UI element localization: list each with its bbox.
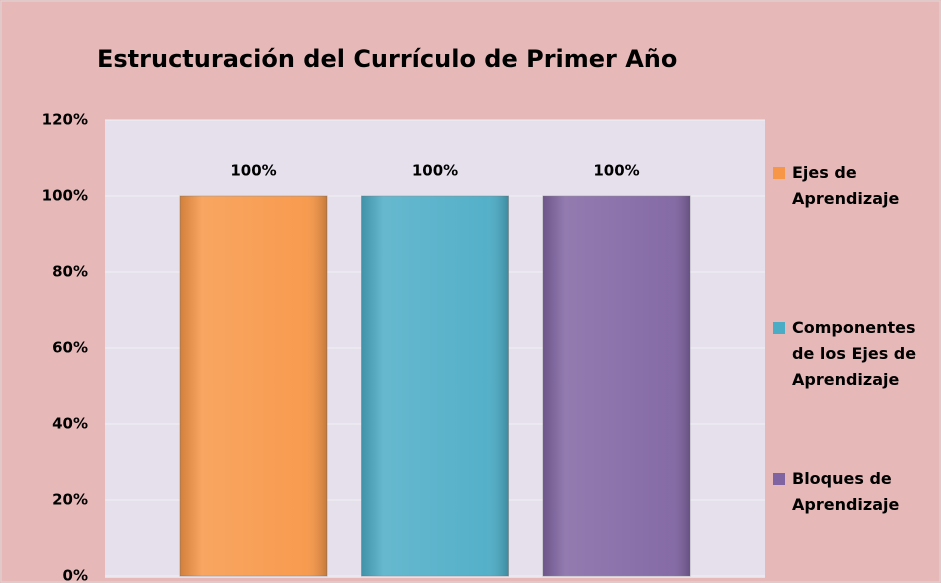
legend-label: Bloques de Aprendizaje <box>792 469 900 514</box>
legend-item: Ejes de Aprendizaje <box>773 160 933 212</box>
legend-item: Componentes de los Ejes de Aprendizaje <box>773 315 933 393</box>
y-tick-label: 120% <box>42 111 88 129</box>
data-label: 100% <box>230 162 276 180</box>
bar-shine <box>543 196 690 576</box>
data-label: 100% <box>412 162 458 180</box>
y-tick-label: 100% <box>42 187 88 205</box>
y-tick-label: 40% <box>52 415 88 433</box>
chart-title: Estructuración del Currículo de Primer A… <box>97 45 677 73</box>
y-tick-label: 20% <box>52 491 88 509</box>
bar-shine <box>180 196 327 576</box>
data-label: 100% <box>593 162 639 180</box>
legend-marker <box>773 322 785 334</box>
y-tick-label: 60% <box>52 339 88 357</box>
legend-label: Ejes de Aprendizaje <box>792 163 900 208</box>
y-tick-label: 80% <box>52 263 88 281</box>
legend-marker <box>773 167 785 179</box>
bar-shine <box>361 196 509 576</box>
legend-marker <box>773 473 785 485</box>
legend-label: Componentes de los Ejes de Aprendizaje <box>792 318 917 389</box>
y-tick-label: 0% <box>63 567 88 583</box>
legend-item: Bloques de Aprendizaje <box>773 466 933 518</box>
